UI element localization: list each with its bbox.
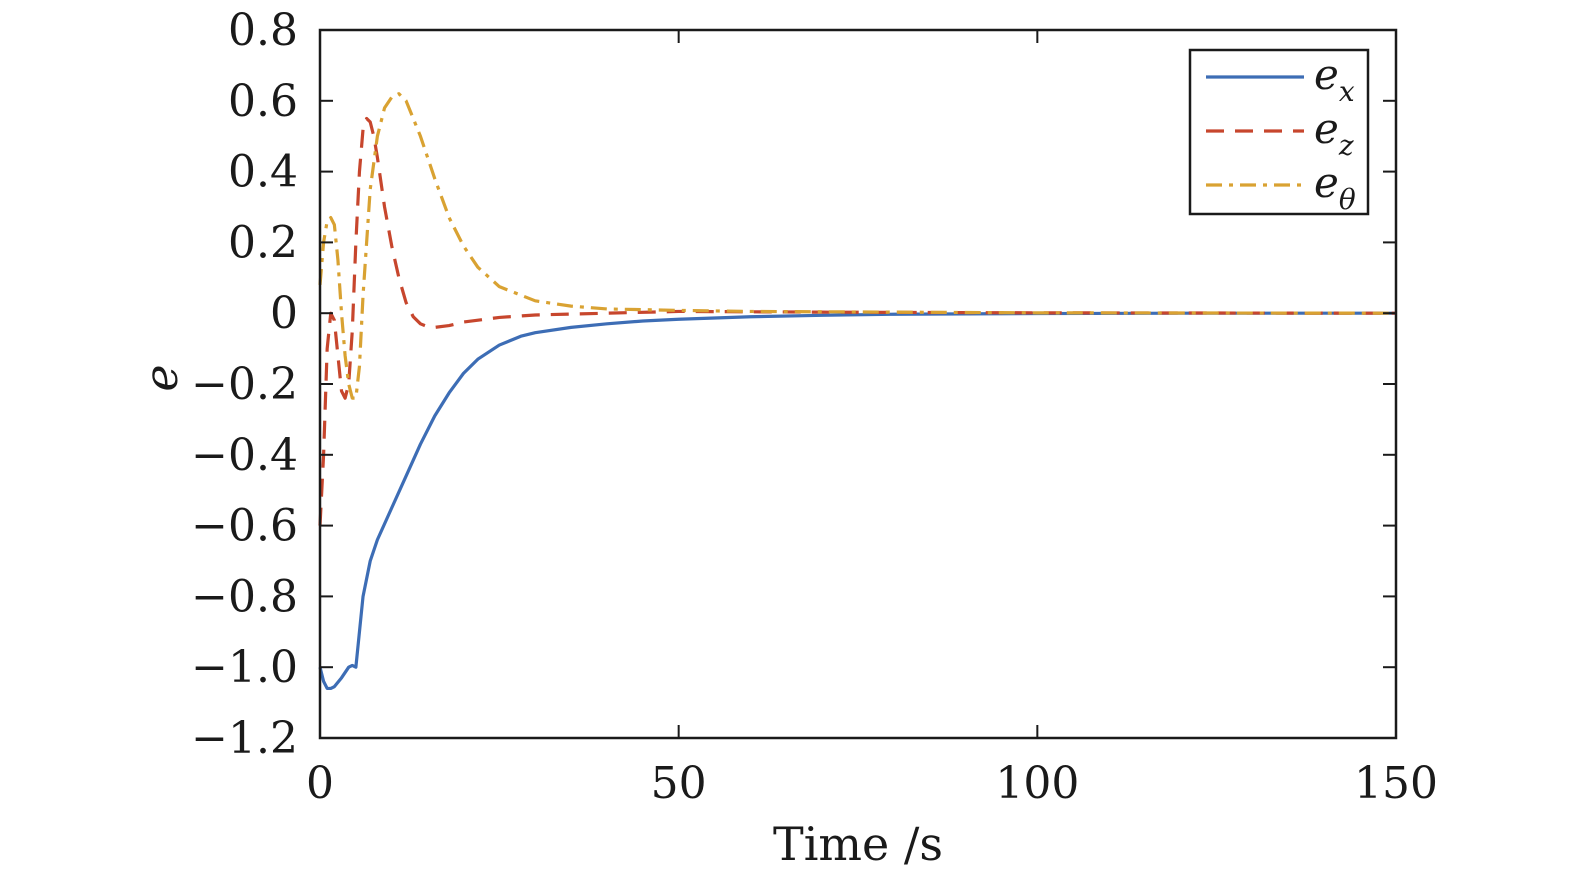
y-tick-label: 0.6 <box>228 76 298 127</box>
legend-label-e-z: ez <box>1314 104 1354 162</box>
legend-label-e-x: ex <box>1314 50 1355 108</box>
y-tick-label: −0.6 <box>191 501 298 552</box>
ticks-layer <box>319 29 1397 739</box>
y-tick-label: 0.4 <box>228 147 298 198</box>
y-tick-label: 0.2 <box>228 217 298 268</box>
series-line-e-z <box>318 116 1397 526</box>
series-line-e-x <box>318 311 1396 691</box>
y-tick-label: −0.2 <box>191 359 298 410</box>
y-tick-label: 0.8 <box>228 5 298 56</box>
y-tick-label: 0 <box>270 288 298 339</box>
x-tick-label: 50 <box>651 758 707 809</box>
y-tick-labels: 0.8 0.6 0.4 0.2 0 −0.2 −0.4 −0.6 −0.8 −1.0 −1.2 <box>191 5 298 764</box>
x-tick-label: 150 <box>1354 758 1438 809</box>
series-line-e-theta <box>318 92 1397 400</box>
x-tick-label: 0 <box>306 758 334 809</box>
y-axis-title: e <box>134 364 188 391</box>
x-tick-label: 100 <box>995 758 1079 809</box>
x-axis-title: Time /s <box>773 817 943 871</box>
legend-label-e-theta: eθ <box>1314 158 1356 216</box>
y-tick-label: −0.8 <box>191 571 298 622</box>
y-tick-label: −1.0 <box>191 642 298 693</box>
series-layer <box>318 92 1397 691</box>
y-tick-label: −0.4 <box>191 430 298 481</box>
y-tick-label: −1.2 <box>191 713 298 764</box>
x-tick-labels: 0 50 100 150 <box>306 758 1438 809</box>
